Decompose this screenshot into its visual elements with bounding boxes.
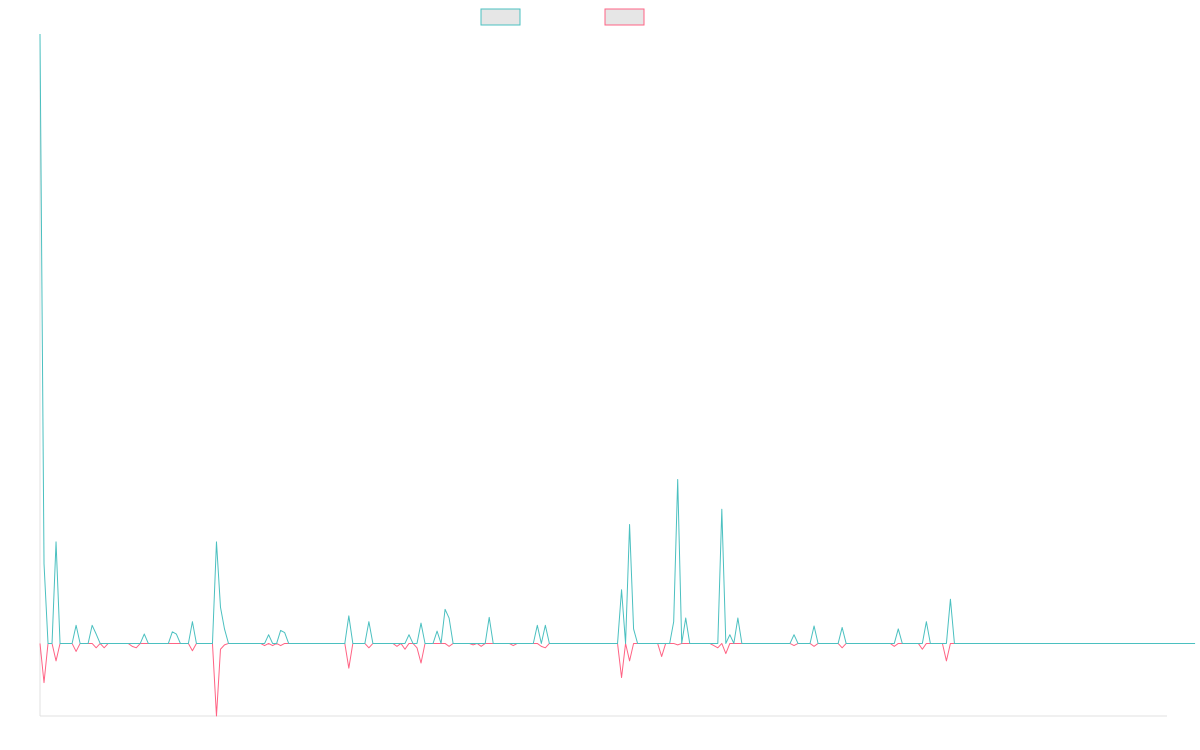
legend[interactable] <box>480 8 645 26</box>
series-line-2 <box>39 642 1184 717</box>
legend-swatch-series-2[interactable] <box>604 8 645 26</box>
plot-area <box>39 33 1196 717</box>
series-line-1 <box>39 33 1196 644</box>
series-layer <box>39 33 1196 717</box>
legend-swatch-series-1[interactable] <box>480 8 521 26</box>
